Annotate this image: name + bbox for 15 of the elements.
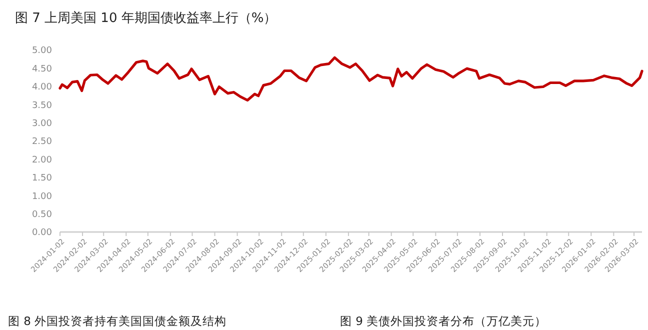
y-tick-label: 3.50 bbox=[32, 100, 52, 111]
y-tick-label: 0.00 bbox=[32, 228, 52, 238]
y-tick-label: 2.00 bbox=[32, 155, 52, 166]
line-series bbox=[58, 56, 644, 102]
caption: 图 8 外国投资者持有美国国债金额及结构 bbox=[8, 314, 227, 328]
y-tick-label: 3.00 bbox=[32, 118, 52, 129]
y-tick-label: 1.50 bbox=[32, 174, 52, 184]
caption: 图 9 美债外国投资者分布（万亿美元） bbox=[340, 314, 547, 328]
y-tick-label: 4.50 bbox=[32, 64, 52, 74]
y-tick-label: 5.00 bbox=[32, 46, 52, 56]
y-tick-label: 1.00 bbox=[32, 192, 52, 202]
y-tick-label: 0.50 bbox=[32, 210, 52, 220]
y-tick-label: 4.00 bbox=[32, 82, 52, 93]
y-tick-label: 2.50 bbox=[32, 137, 52, 148]
chart-title: 图 7 上周美国 10 年期国债收益率上行（%） bbox=[15, 10, 277, 26]
